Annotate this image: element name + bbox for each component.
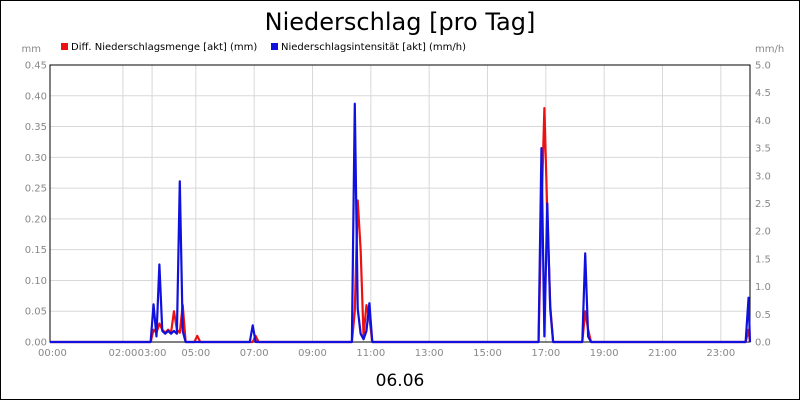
right-tick-label: 4.5 [755, 88, 771, 99]
right-tick-label: 4.0 [755, 116, 771, 127]
x-tick-label: 19:00 [590, 348, 619, 359]
right-tick-label: 2.5 [755, 199, 771, 210]
x-tick-label: 07:00 [240, 348, 269, 359]
right-tick-label: 3.5 [755, 144, 771, 155]
x-tick-label: 11:00 [356, 348, 385, 359]
axis-ticks: 0.00 0.05 0.10 0.15 0.20 0.25 0.30 0.35 0.40 0.45… [25, 61, 771, 360]
legend-swatch-series-2 [271, 43, 278, 50]
right-tick-label: 0.5 [755, 310, 771, 321]
series-line-1 [50, 106, 752, 344]
x-tick-label: 15:00 [473, 348, 502, 359]
legend-label-series-1: Diff. Niederschlagsmenge [akt] (mm) [71, 42, 257, 53]
left-tick-label: 0.10 [25, 276, 47, 287]
left-tick-label: 0.30 [25, 153, 47, 164]
plot-area-border [49, 64, 751, 343]
left-tick-label: 0.20 [25, 214, 47, 225]
x-tick-label: 21:00 [648, 348, 677, 359]
x-tick-label: 13:00 [415, 348, 444, 359]
left-axis-unit: mm [22, 44, 41, 55]
series-lines [50, 102, 752, 344]
left-tick-label: 0.40 [25, 91, 47, 102]
x-tick-label: 03:00 [138, 348, 167, 359]
left-tick-label: 0.00 [25, 338, 47, 349]
x-tick-label: 02:00 [109, 348, 138, 359]
x-axis-date-label: 06.06 [376, 371, 425, 391]
legend-swatch-series-1 [61, 43, 68, 50]
right-axis-unit: mm/h [755, 44, 784, 55]
right-tick-label: 2.0 [755, 227, 771, 238]
x-tick-label: 00:00 [38, 348, 67, 359]
x-tick-label: 17:00 [531, 348, 560, 359]
right-tick-label: 3.0 [755, 171, 771, 182]
left-tick-label: 0.45 [25, 61, 47, 72]
right-tick-label: 5.0 [755, 61, 771, 72]
grid-lines [50, 64, 750, 342]
left-tick-label: 0.35 [25, 122, 47, 133]
left-tick-label: 0.25 [25, 184, 47, 195]
left-tick-label: 0.15 [25, 245, 47, 256]
right-tick-label: 0.0 [755, 338, 771, 349]
chart-title: Niederschlag [pro Tag] [265, 8, 536, 36]
x-tick-label: 05:00 [181, 348, 210, 359]
x-tick-label: 23:00 [706, 348, 735, 359]
right-tick-label: 1.0 [755, 282, 771, 293]
series-line-2 [50, 102, 752, 344]
left-tick-label: 0.05 [25, 307, 47, 318]
x-tick-label: 09:00 [298, 348, 327, 359]
right-tick-label: 1.5 [755, 254, 771, 265]
legend-label-series-2: Niederschlagsintensität [akt] (mm/h) [281, 42, 466, 53]
